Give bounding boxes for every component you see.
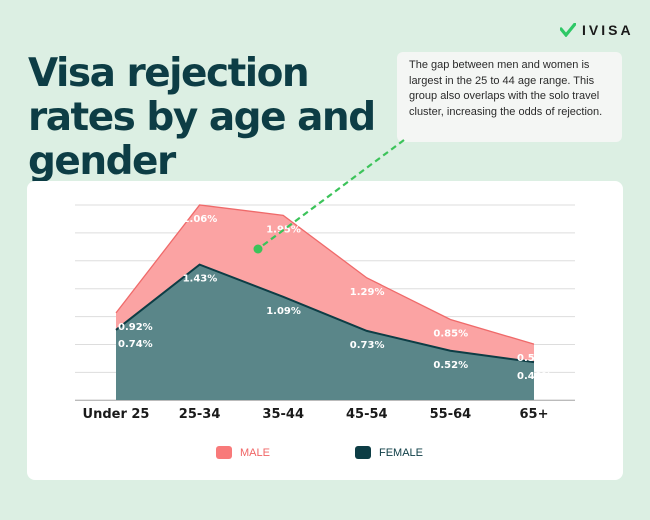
female-line (115, 263, 535, 364)
data-label-female: 0.52% (433, 360, 468, 371)
data-label-male: 0.92% (118, 322, 153, 333)
data-label-female: 0.40% (517, 371, 552, 382)
annotation-leader-line (257, 139, 405, 250)
ivisa-logo: IVISA (560, 22, 634, 38)
data-label-male: 2.06% (183, 214, 218, 225)
data-label-female: 1.09% (266, 306, 301, 317)
x-tick-label: 65+ (520, 407, 549, 422)
legend-label-male: MALE (240, 446, 270, 459)
x-tick-label: 25-34 (179, 407, 221, 422)
data-label-male: 0.85% (433, 329, 468, 340)
legend-item-female: FEMALE (355, 446, 423, 459)
annotation-callout: The gap between men and women is largest… (397, 52, 622, 142)
legend-swatch-female (355, 446, 371, 459)
check-icon (560, 23, 576, 37)
x-tick-label: 45-54 (346, 407, 388, 422)
legend-label-female: FEMALE (379, 446, 424, 459)
page-title: Visa rejection rates by age and gender (28, 51, 376, 184)
logo-text: IVISA (582, 22, 634, 38)
data-label-female: 0.74% (118, 339, 153, 350)
female-area (116, 264, 534, 400)
x-tick-label: 55-64 (430, 407, 472, 422)
data-label-male: 1.29% (350, 287, 385, 298)
legend-swatch-male (216, 446, 232, 459)
data-label-male: 0.59% (517, 353, 552, 364)
x-tick-label: 35-44 (262, 407, 304, 422)
data-label-female: 0.73% (350, 340, 385, 351)
male-line (115, 204, 535, 345)
legend-item-male: MALE (216, 446, 270, 459)
data-label-female: 1.43% (183, 274, 218, 285)
x-tick-label: Under 25 (83, 407, 150, 422)
annotation-dot (253, 244, 263, 254)
